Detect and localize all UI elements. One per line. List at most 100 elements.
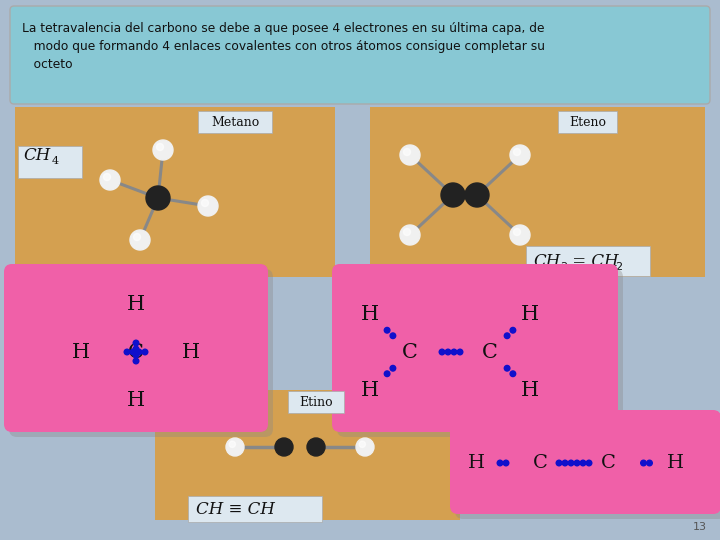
Circle shape [403,228,410,235]
Circle shape [133,340,139,346]
Text: Eteno: Eteno [569,116,606,129]
Text: 2: 2 [560,262,567,272]
Circle shape [641,460,647,466]
Text: C: C [482,342,498,361]
Circle shape [580,460,586,466]
Circle shape [307,438,325,456]
Text: H: H [521,381,539,400]
Circle shape [400,145,420,165]
Text: CH ≡ CH: CH ≡ CH [196,501,275,517]
FancyBboxPatch shape [10,6,710,104]
Circle shape [513,148,521,156]
Text: CH: CH [23,146,50,164]
Circle shape [439,349,445,355]
Circle shape [390,366,396,371]
Text: Metano: Metano [211,116,259,129]
Circle shape [465,183,489,207]
Text: H: H [127,390,145,409]
FancyBboxPatch shape [370,107,705,277]
Circle shape [390,333,396,339]
Circle shape [359,441,366,448]
Circle shape [586,460,592,466]
Text: C: C [402,342,418,361]
Text: H: H [182,342,200,361]
Circle shape [510,225,530,245]
Text: C: C [128,342,144,361]
Text: octeto: octeto [22,58,73,71]
Circle shape [568,460,574,466]
FancyBboxPatch shape [332,264,618,432]
Circle shape [125,349,130,355]
FancyBboxPatch shape [455,415,720,519]
FancyBboxPatch shape [198,111,272,133]
Circle shape [226,438,244,456]
Circle shape [504,366,510,371]
Circle shape [513,228,521,235]
Circle shape [104,173,110,180]
Circle shape [451,349,456,355]
Circle shape [384,327,390,333]
Text: C: C [600,454,616,472]
Circle shape [133,352,139,358]
Circle shape [136,349,142,355]
Circle shape [510,327,516,333]
Circle shape [146,186,170,210]
Text: H: H [72,342,90,361]
Circle shape [503,460,509,466]
FancyBboxPatch shape [288,391,344,413]
Circle shape [133,358,139,364]
Text: H: H [361,305,379,323]
Circle shape [445,349,451,355]
FancyBboxPatch shape [188,496,322,522]
Circle shape [504,333,510,339]
Circle shape [384,371,390,376]
Circle shape [130,349,136,355]
Text: H: H [521,305,539,323]
Circle shape [575,460,580,466]
Circle shape [133,233,140,240]
Circle shape [510,145,530,165]
Circle shape [400,225,420,245]
Circle shape [130,230,150,250]
Circle shape [510,371,516,376]
Text: 2: 2 [615,262,622,272]
Circle shape [198,196,218,216]
Circle shape [498,460,503,466]
Circle shape [557,460,562,466]
Circle shape [457,349,463,355]
Circle shape [100,170,120,190]
Circle shape [156,144,163,151]
Text: H: H [667,454,683,472]
Text: C: C [533,454,547,472]
Circle shape [356,438,374,456]
Text: modo que formando 4 enlaces covalentes con otros átomos consigue completar su: modo que formando 4 enlaces covalentes c… [22,40,545,53]
Text: H: H [127,294,145,314]
Circle shape [133,346,139,352]
FancyBboxPatch shape [18,146,82,178]
Circle shape [229,441,235,448]
Circle shape [647,460,652,466]
Text: H: H [361,381,379,400]
FancyBboxPatch shape [337,269,623,437]
Circle shape [275,438,293,456]
FancyBboxPatch shape [9,269,273,437]
Circle shape [403,148,410,156]
Text: H: H [467,454,485,472]
Circle shape [202,199,209,206]
Text: = CH: = CH [567,253,618,269]
Text: Etino: Etino [300,395,333,408]
FancyBboxPatch shape [155,390,460,520]
Text: CH: CH [533,253,560,269]
FancyBboxPatch shape [4,264,268,432]
FancyBboxPatch shape [450,410,720,514]
FancyBboxPatch shape [526,246,650,276]
FancyBboxPatch shape [15,107,335,277]
Circle shape [441,183,465,207]
FancyBboxPatch shape [558,111,617,133]
Circle shape [153,140,173,160]
Circle shape [142,349,148,355]
Text: La tetravalencia del carbono se debe a que posee 4 electrones en su última capa,: La tetravalencia del carbono se debe a q… [22,22,544,35]
Circle shape [562,460,568,466]
Text: 4: 4 [52,156,59,166]
Text: 13: 13 [693,522,707,532]
